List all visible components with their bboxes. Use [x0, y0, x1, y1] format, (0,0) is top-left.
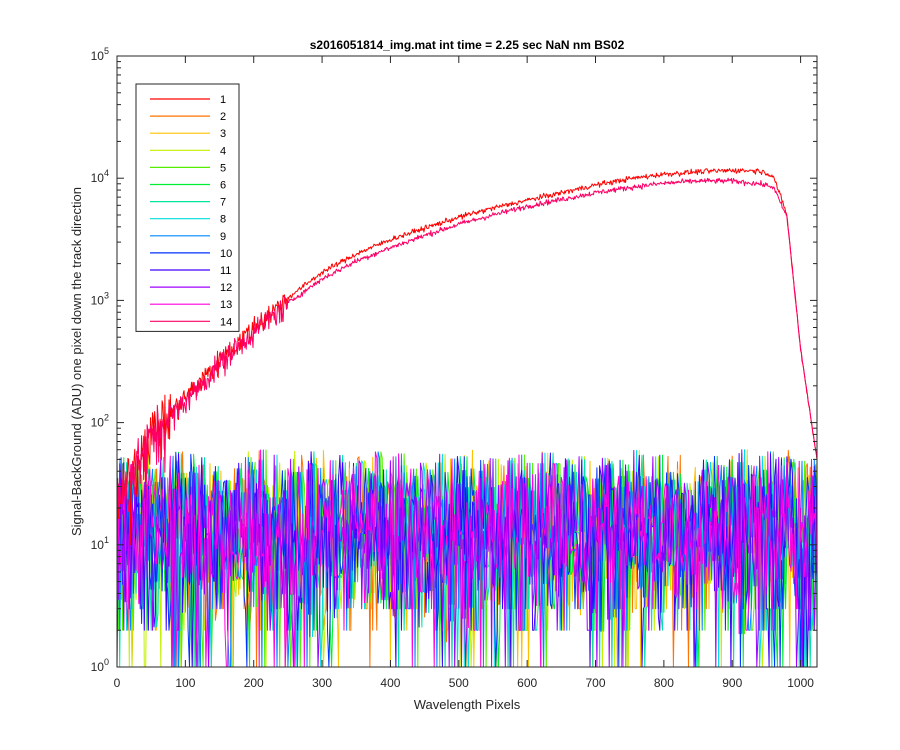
x-tick-label: 600 — [517, 676, 537, 690]
legend-label-9: 9 — [220, 231, 226, 243]
legend-label-7: 7 — [220, 197, 226, 209]
x-tick-label: 800 — [654, 676, 674, 690]
y-tick-label: 104 — [91, 168, 109, 185]
y-axis-label: Signal-BackGround (ADU) one pixel down t… — [69, 187, 84, 536]
axes-layer: 0 100 200 300 400 500 600 700 800 900 100010010110… — [91, 46, 818, 690]
series-line-1 — [117, 168, 817, 546]
y-tick-label: 103 — [91, 290, 109, 307]
x-tick-label: 500 — [449, 676, 469, 690]
legend-label-4: 4 — [220, 145, 226, 157]
y-tick-label: 100 — [91, 657, 109, 674]
chart-title: s2016051814_img.mat int time = 2.25 sec … — [310, 38, 625, 52]
x-tick-label: 200 — [244, 676, 264, 690]
x-axis-label: Wavelength Pixels — [414, 697, 521, 712]
legend-label-10: 10 — [220, 248, 232, 260]
legend-label-1: 1 — [220, 94, 226, 106]
legend-label-5: 5 — [220, 162, 226, 174]
y-tick-label: 101 — [91, 535, 109, 552]
legend-label-3: 3 — [220, 128, 226, 140]
x-tick-label: 1000 — [787, 676, 814, 690]
legend-label-8: 8 — [220, 214, 226, 226]
x-tick-label: 400 — [380, 676, 400, 690]
x-tick-label: 0 — [114, 676, 121, 690]
series-line-14 — [117, 177, 817, 540]
series-line-13 — [117, 449, 817, 667]
x-tick-label: 300 — [312, 676, 332, 690]
legend-label-6: 6 — [220, 180, 226, 192]
y-tick-label: 105 — [91, 46, 109, 63]
legend-label-11: 11 — [220, 265, 231, 277]
legend-box — [135, 83, 240, 332]
legend-label-2: 2 — [220, 111, 226, 123]
x-tick-label: 700 — [586, 676, 606, 690]
axes-box — [116, 55, 818, 668]
x-tick-label: 900 — [722, 676, 742, 690]
legend-label-12: 12 — [220, 282, 232, 294]
legend-label-14: 14 — [220, 316, 232, 328]
x-tick-label: 100 — [175, 676, 195, 690]
legend-label-13: 13 — [220, 299, 232, 311]
series-layer — [117, 168, 817, 667]
y-tick-label: 102 — [91, 413, 109, 430]
